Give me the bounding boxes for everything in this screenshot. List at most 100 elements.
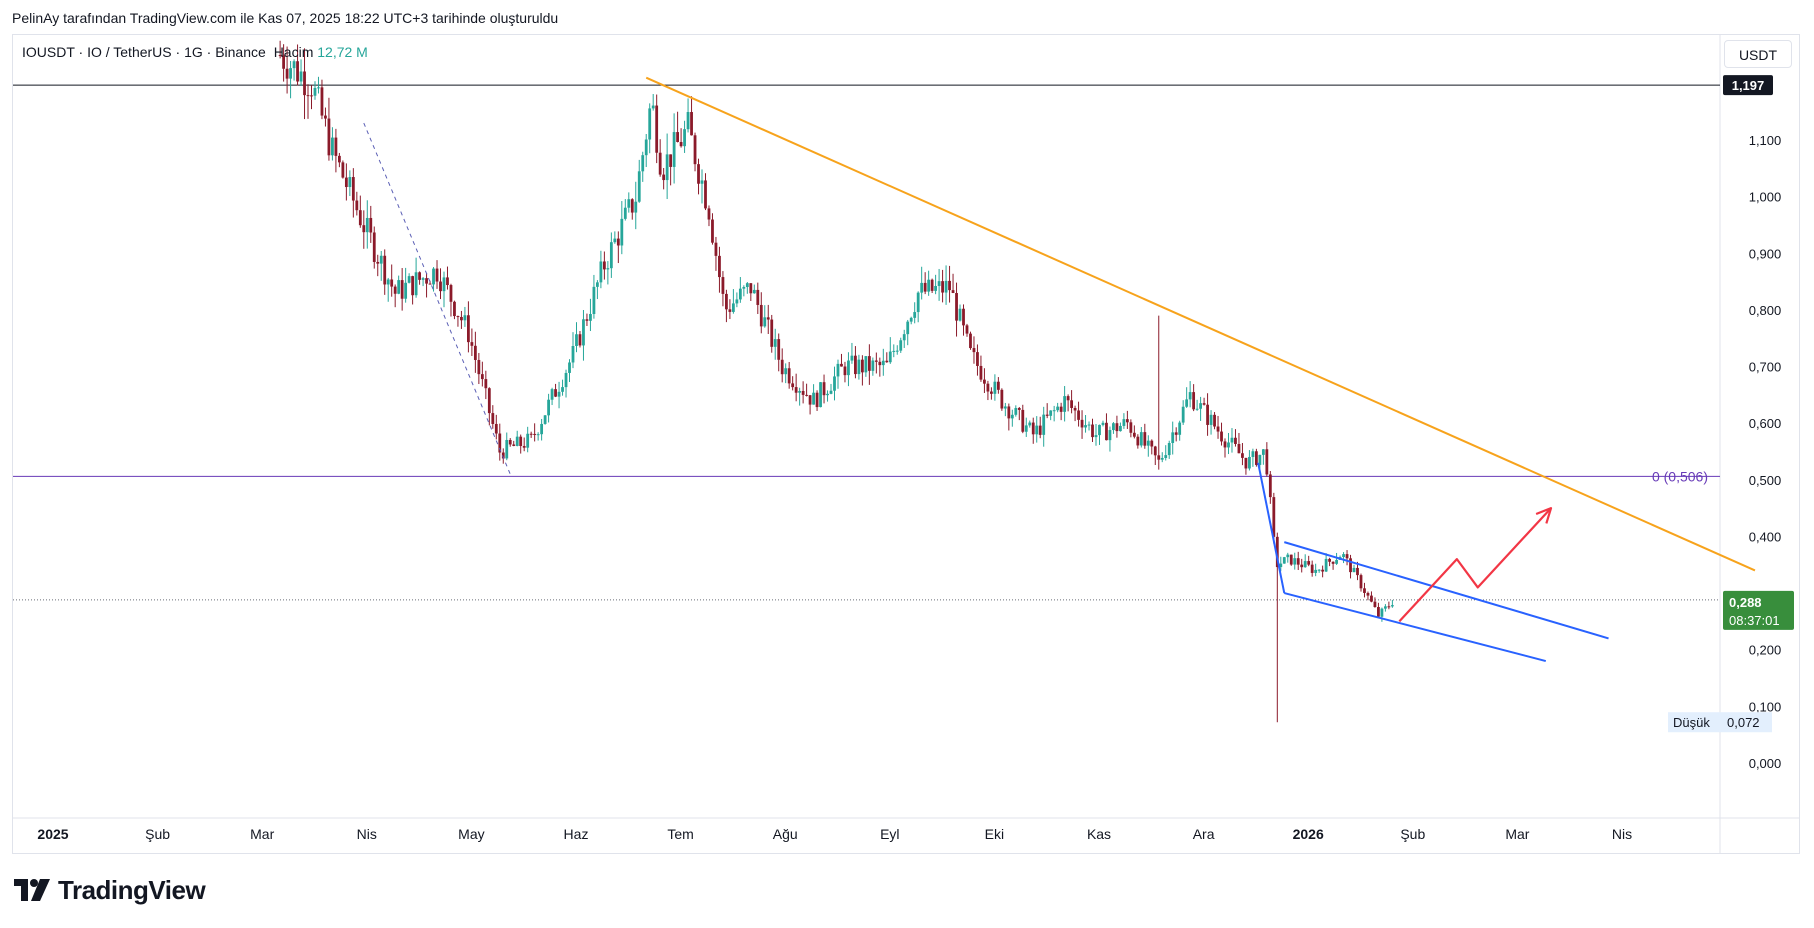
candle-body: [637, 171, 641, 202]
candle-body: [759, 304, 763, 327]
candle-body: [599, 261, 603, 283]
candle-body: [529, 433, 533, 435]
symbol-label[interactable]: IOUSDT · IO / TetherUS · 1G · Binance: [22, 44, 266, 60]
candle-body: [547, 399, 550, 416]
candle-body: [707, 208, 711, 220]
candle-body: [1310, 564, 1314, 573]
candle-body: [1052, 410, 1056, 412]
candle-body: [1139, 432, 1143, 446]
candle-body: [665, 154, 669, 181]
candle-body: [686, 112, 690, 130]
candle-body: [1220, 431, 1223, 442]
channel-lower-line[interactable]: [1284, 592, 1547, 663]
volume-label[interactable]: Hacim: [273, 44, 314, 60]
candle-body: [484, 379, 488, 389]
candle-body: [881, 360, 885, 366]
candle-body: [1195, 408, 1199, 410]
candle-body: [773, 339, 777, 347]
channel-upper-line[interactable]: [1283, 541, 1609, 640]
candle-body: [1265, 449, 1269, 475]
y-tick-label: 0,500: [1749, 473, 1782, 488]
candle-body: [1317, 569, 1321, 571]
candle-body: [672, 132, 676, 167]
candle-body: [292, 61, 296, 69]
low-marker-value: 0,072: [1727, 715, 1760, 730]
candle-body: [718, 255, 721, 278]
candle-body: [996, 381, 1000, 390]
candle-body: [906, 321, 910, 335]
x-tick-label: Eki: [985, 826, 1004, 842]
candle-body: [372, 232, 376, 262]
candle-body: [1143, 432, 1147, 446]
candle-body: [920, 282, 924, 293]
candle-body: [575, 334, 578, 346]
candle-body: [313, 87, 317, 96]
candle-body: [337, 155, 341, 163]
candle-body: [589, 314, 592, 321]
candle-body: [1150, 440, 1154, 447]
dashed-trend-segment[interactable]: [363, 122, 511, 475]
x-tick-label: Mar: [1505, 826, 1529, 842]
candle-body: [941, 281, 944, 293]
candle-body: [1003, 406, 1007, 409]
projection-arrow-head[interactable]: [1535, 507, 1553, 524]
candle-body: [1115, 423, 1119, 432]
tradingview-logo-icon: [14, 879, 50, 901]
x-tick-label: May: [458, 826, 484, 842]
candle-body: [1213, 414, 1216, 427]
candle-body: [1373, 601, 1377, 607]
candle-body: [418, 272, 421, 280]
candle-body: [623, 207, 627, 219]
candle-body: [1188, 392, 1192, 400]
tradingview-logo[interactable]: TradingView: [14, 875, 206, 905]
candle-body: [972, 348, 976, 353]
candle-body: [390, 279, 394, 287]
candle-body: [711, 219, 714, 243]
candle-body: [1101, 422, 1105, 425]
candle-body: [1314, 569, 1318, 573]
candle-body: [344, 177, 348, 188]
candle-body: [826, 393, 829, 396]
candle-body: [477, 359, 481, 375]
candle-body: [473, 345, 477, 360]
candle-body: [777, 339, 781, 360]
candle-body: [404, 282, 408, 299]
candle-body: [916, 292, 920, 313]
candle-body: [787, 368, 791, 384]
projection-arrow[interactable]: [1398, 507, 1552, 623]
candle-body: [334, 137, 338, 156]
candle-body: [550, 389, 554, 400]
candle-body: [362, 225, 366, 233]
candle-body: [829, 390, 833, 394]
candle-body: [756, 289, 760, 305]
candle-body: [1230, 437, 1234, 443]
x-tick-label: Haz: [564, 826, 589, 842]
candle-body: [432, 268, 435, 285]
last-price-tag: [1723, 590, 1794, 630]
candle-body: [1171, 432, 1175, 444]
candle-body: [1028, 422, 1032, 426]
candle-body: [526, 433, 530, 448]
candle-body: [554, 389, 557, 397]
candle-body: [878, 361, 882, 366]
channel-entry-line[interactable]: [1257, 462, 1286, 594]
candle-body: [289, 68, 292, 79]
candle-body: [697, 164, 700, 184]
candle-body: [1181, 406, 1185, 423]
candle-body: [1352, 567, 1356, 573]
descending-trendline[interactable]: [645, 76, 1756, 572]
candle-body: [1331, 561, 1335, 564]
candle-body: [805, 394, 809, 396]
candle-body: [1007, 406, 1011, 419]
candle-body: [735, 299, 739, 304]
candle-body: [1119, 425, 1122, 432]
candle-body: [976, 352, 979, 366]
y-tick-label: 0,800: [1749, 303, 1782, 318]
candle-body: [331, 137, 334, 156]
candle-body: [1070, 400, 1073, 408]
candle-body: [285, 68, 289, 79]
high-price-tag: [1723, 75, 1773, 96]
candle-body: [1178, 422, 1182, 435]
currency-button[interactable]: USDT: [1724, 40, 1792, 68]
